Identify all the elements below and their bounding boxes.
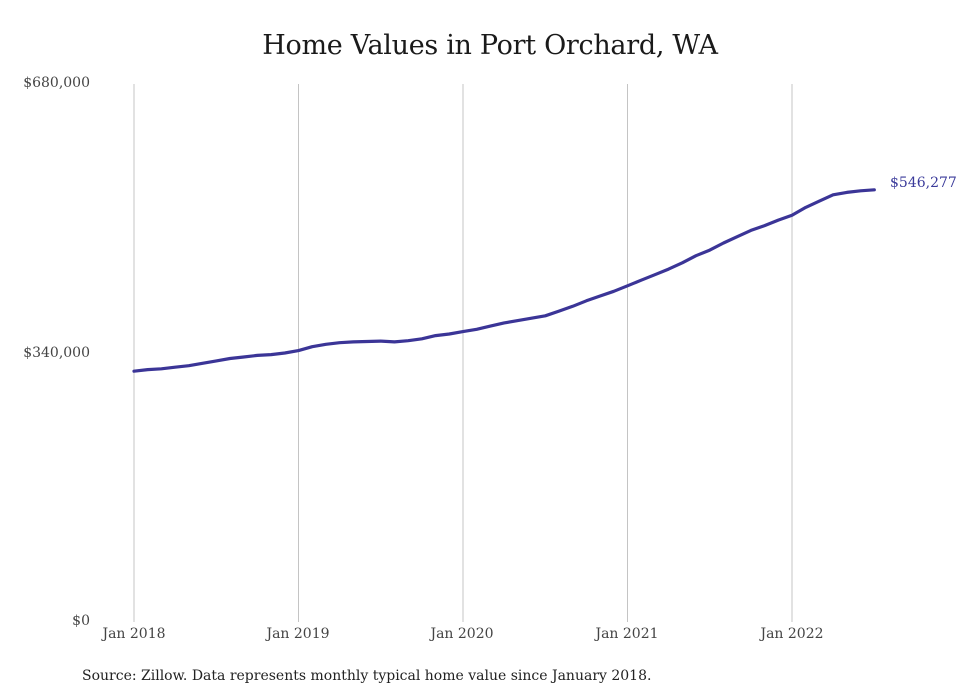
x-tick-label-2020: Jan 2020: [430, 626, 494, 642]
x-tick-label-2018: Jan 2018: [102, 626, 166, 642]
y-tick-label-0: $0: [72, 613, 90, 629]
vertical-gridlines: [133, 84, 793, 622]
end-value-label: $546,277: [890, 175, 957, 191]
y-tick-label-340000: $340,000: [23, 345, 90, 361]
home-value-line: [132, 188, 876, 373]
x-tick-label-2021: Jan 2021: [595, 626, 659, 642]
x-tick-label-2022: Jan 2022: [760, 626, 824, 642]
y-tick-label-680000: $680,000: [23, 75, 90, 91]
source-note: Source: Zillow. Data represents monthly …: [82, 668, 652, 684]
chart-title: Home Values in Port Orchard, WA: [262, 30, 718, 61]
x-tick-label-2019: Jan 2019: [266, 626, 330, 642]
